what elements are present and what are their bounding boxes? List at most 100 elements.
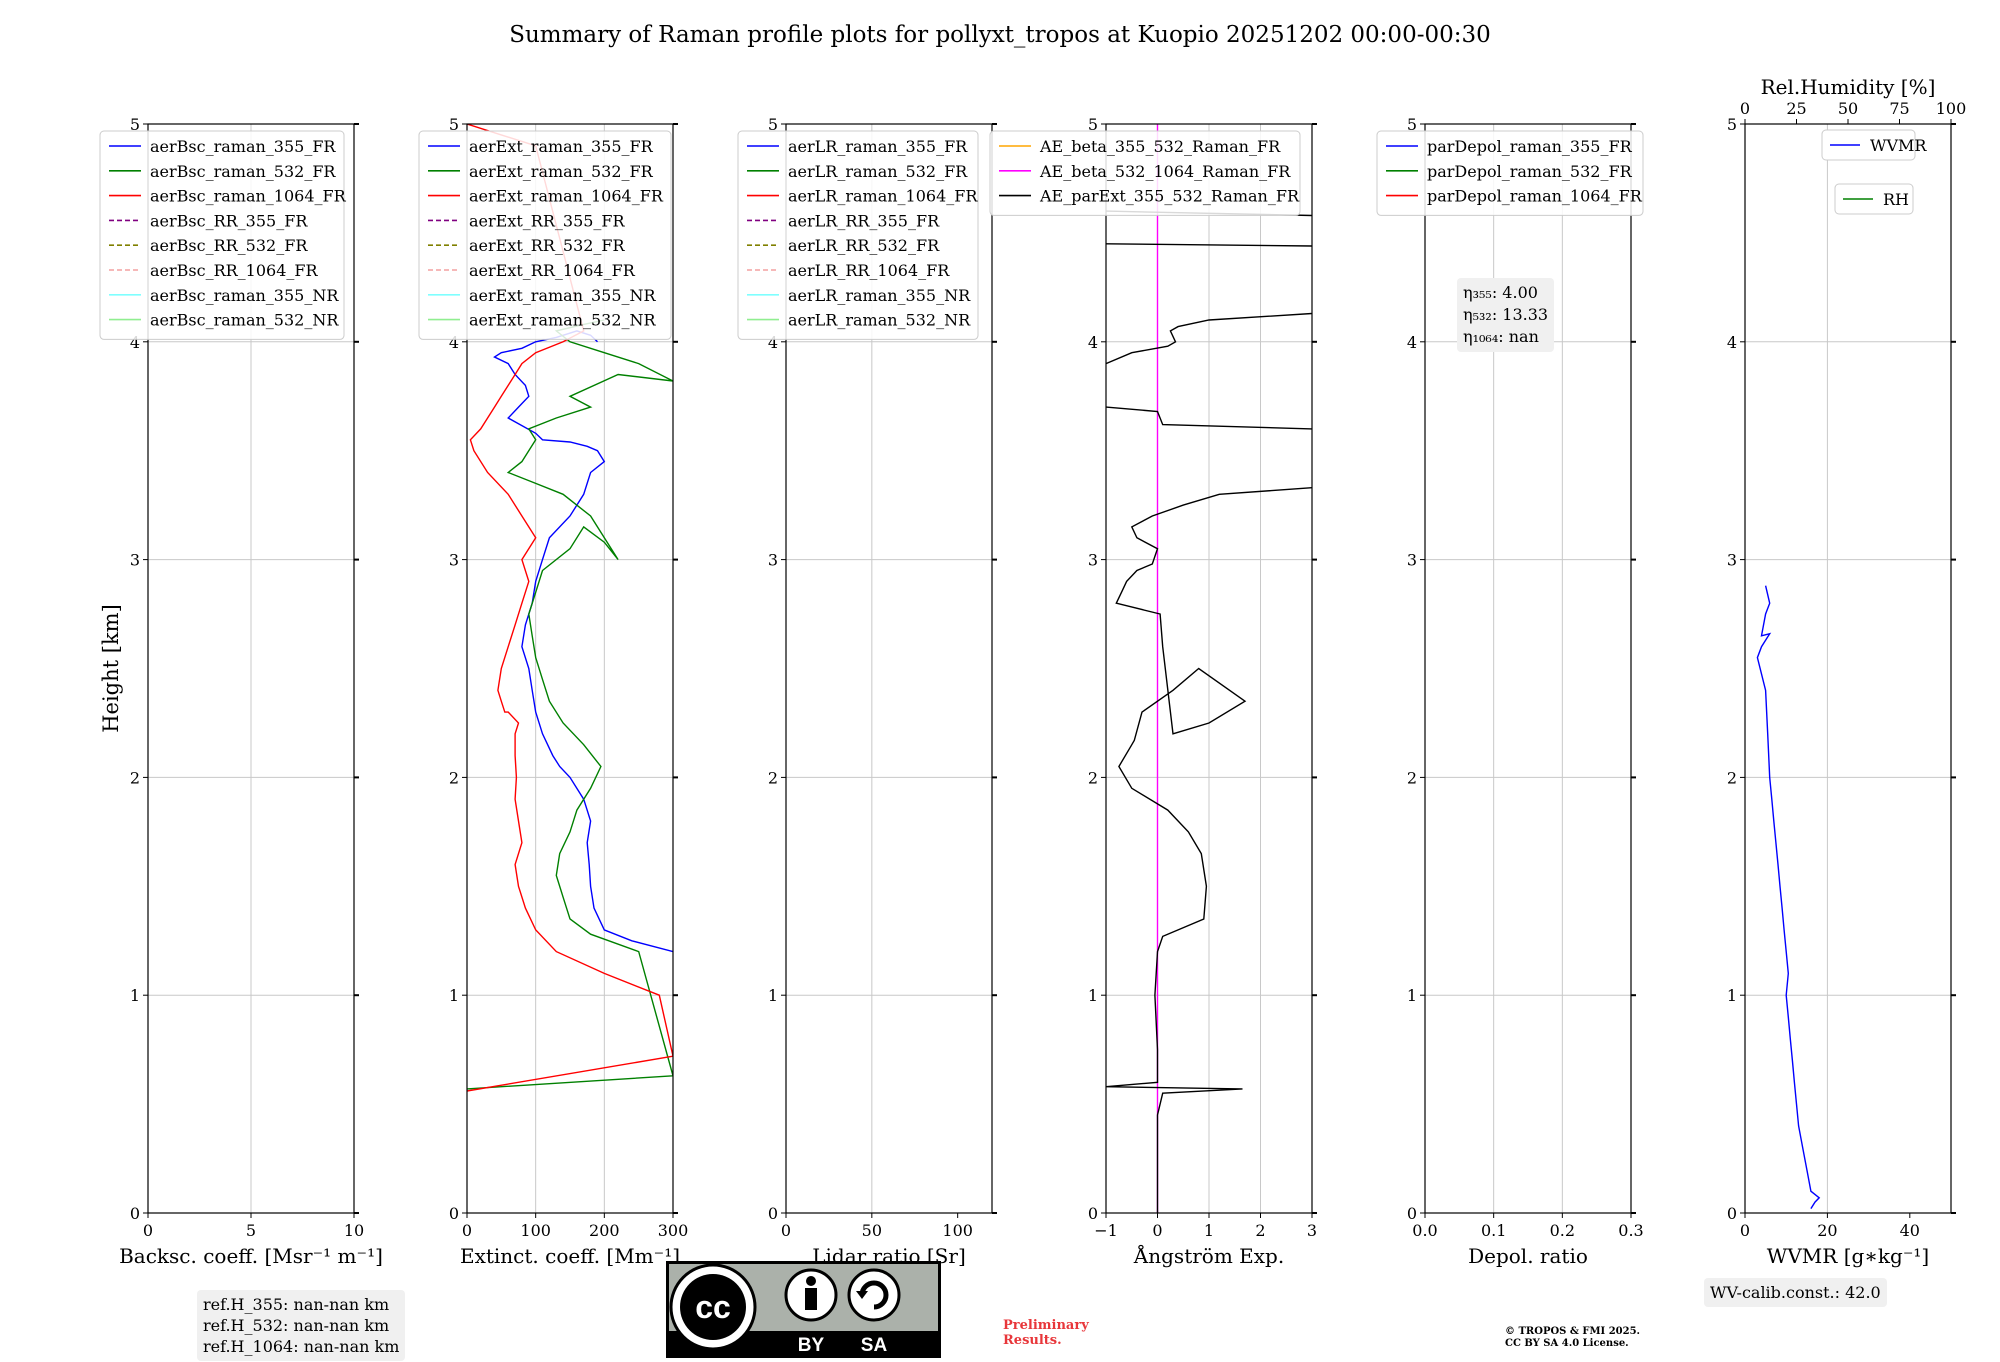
top-x-tick-label: 100 (1936, 99, 1967, 118)
top-x-tick-label: 75 (1889, 99, 1909, 118)
top-x-tick-label: 0 (1740, 99, 1750, 118)
legend-entry: aerLR_raman_532_NR (788, 311, 971, 330)
legend-entry: aerExt_raman_532_NR (469, 311, 657, 330)
series-AE_parExt_355_532_Raman_FR_c (1106, 312, 1312, 365)
axes-frame (1424, 123, 1632, 1214)
y-tick-label: 4 (130, 333, 140, 352)
legend-box (99, 130, 345, 340)
legend-box (737, 130, 979, 340)
legend-entry: aerBsc_RR_1064_FR (150, 261, 319, 280)
cc-by-label: BY (798, 1335, 825, 1356)
x-tick-label: 40 (1900, 1221, 1920, 1240)
y-tick-label: 1 (768, 986, 778, 1005)
legend-entry: aerBsc_RR_355_FR (150, 211, 308, 230)
x-tick-label: 20 (1817, 1221, 1837, 1240)
y-tick-label: 4 (1727, 333, 1737, 352)
panel-bsc: 0 5 10 0 1 2 3 4 5 Backsc. coeff. [Msr⁻¹ m⁻¹] Heig… (99, 115, 383, 1268)
y-tick-label: 1 (1088, 986, 1098, 1005)
x-tick-label: 0 (1152, 1221, 1162, 1240)
legend-entry: aerExt_raman_1064_FR (469, 187, 664, 206)
legend-entry: WVMR (1870, 136, 1927, 155)
top-x-axis-label: Rel.Humidity [%] (1761, 75, 1936, 99)
y-tick-label: 2 (1088, 768, 1098, 787)
legend-entry: aerBsc_raman_355_NR (150, 286, 339, 305)
axes-frame (785, 123, 993, 1214)
y-tick-label: 2 (768, 768, 778, 787)
y-tick-label: 4 (1407, 333, 1417, 352)
legend-entry: aerExt_RR_1064_FR (469, 261, 636, 280)
y-tick-label: 5 (449, 115, 459, 134)
legend-entry: aerBsc_raman_532_NR (150, 311, 339, 330)
copyright-line-1: © TROPOS & FMI 2025. (1505, 1326, 1641, 1337)
y-tick-label: 3 (1407, 551, 1417, 570)
x-tick-label: −1 (1094, 1221, 1118, 1240)
svg-text:cc: cc (695, 1289, 731, 1325)
top-x-tick-label: 25 (1786, 99, 1806, 118)
preliminary-line-2: Results. (1003, 1333, 1062, 1348)
x-axis-label: Depol. ratio (1468, 1244, 1588, 1268)
y-tick-label: 5 (1727, 115, 1737, 134)
legend-entry: aerLR_RR_1064_FR (788, 261, 950, 280)
x-axis-label: Extinct. coeff. [Mm⁻¹] (460, 1244, 680, 1268)
legend-entry: AE_beta_532_1064_Raman_FR (1039, 162, 1291, 181)
ref-height-1064: ref.H_1064: nan-nan km (203, 1337, 400, 1356)
legend-box (989, 130, 1301, 216)
legend-entry: aerLR_RR_355_FR (788, 211, 940, 230)
x-tick-label: 0 (1740, 1221, 1750, 1240)
y-tick-label: 0 (1088, 1204, 1098, 1223)
legend-entry: aerBsc_RR_532_FR (150, 236, 308, 255)
y-tick-label: 3 (1088, 551, 1098, 570)
legend-entry: aerBsc_raman_532_FR (150, 162, 336, 181)
copyright-line-2: CC BY SA 4.0 License. (1505, 1338, 1629, 1349)
top-x-tick-label: 50 (1838, 99, 1858, 118)
legend-entry: aerExt_RR_355_FR (469, 211, 626, 230)
cc-sa-label: SA (861, 1335, 888, 1356)
series-RH (1992, 634, 2000, 898)
y-tick-label: 0 (1727, 1204, 1737, 1223)
ref-height-box: ref.H_355: nan-nan km ref.H_532: nan-nan… (197, 1290, 406, 1361)
y-tick-label: 3 (768, 551, 778, 570)
wv-calib-box: WV-calib.const.: 42.0 (1704, 1278, 1887, 1307)
ref-height-532: ref.H_532: nan-nan km (203, 1316, 390, 1335)
x-tick-label: 2 (1255, 1221, 1265, 1240)
x-tick-label: 3 (1307, 1221, 1317, 1240)
legend-entry: AE_parExt_355_532_Raman_FR (1039, 187, 1300, 206)
y-tick-label: 1 (130, 986, 140, 1005)
x-tick-label: 0.2 (1550, 1221, 1575, 1240)
copyright-note: © TROPOS & FMI 2025. CC BY SA 4.0 Licens… (1505, 1326, 1640, 1350)
y-tick-label: 5 (130, 115, 140, 134)
series-WVMR (1756, 585, 1821, 1209)
y-tick-label: 5 (1407, 115, 1417, 134)
legend-entry: parDepol_raman_532_FR (1427, 162, 1633, 181)
panel-dep: 0.0 0.1 0.2 0.3 0 1 2 3 4 5 Depol. ratio parDepol_r… (1376, 115, 1644, 1268)
y-tick-label: 0 (130, 1204, 140, 1223)
legend-entry: aerLR_raman_355_NR (788, 286, 971, 305)
eta-355: η₃₅₅: 4.00 (1463, 283, 1538, 302)
legend-entry: aerExt_raman_532_FR (469, 162, 654, 181)
eta-1064: η₁₀₆₄: nan (1463, 327, 1539, 346)
y-tick-label: 5 (1088, 115, 1098, 134)
y-tick-label: 1 (1407, 986, 1417, 1005)
series-aerExt_raman_532_FR (467, 319, 673, 1090)
x-tick-label: 0.1 (1481, 1221, 1506, 1240)
legend-entry: aerExt_raman_355_NR (469, 286, 657, 305)
legend-box (1376, 130, 1644, 216)
x-tick-label: 5 (246, 1221, 256, 1240)
legend-entry: aerLR_RR_532_FR (788, 236, 940, 255)
x-tick-label: 300 (658, 1221, 689, 1240)
legend-box (418, 130, 672, 340)
series-AE_parExt_355_532_Raman_FR (1106, 487, 1312, 1213)
x-axis-label: Ångström Exp. (1133, 1243, 1284, 1268)
y-tick-label: 2 (1727, 768, 1737, 787)
x-axis-label: Backsc. coeff. [Msr⁻¹ m⁻¹] (119, 1244, 383, 1268)
x-tick-label: 0.3 (1618, 1221, 1643, 1240)
y-tick-label: 0 (1407, 1204, 1417, 1223)
legend-entry: aerBsc_raman_1064_FR (150, 187, 347, 206)
y-axis-label: Height [km] (99, 604, 123, 733)
y-tick-label: 5 (768, 115, 778, 134)
panel-wv: 0 20 40 0 1 2 3 4 5 WVMR [g∗kg⁻¹] 0 25 50 75 100Rel.Hu… (1727, 75, 2000, 1268)
y-tick-label: 3 (130, 551, 140, 570)
y-tick-label: 4 (768, 333, 778, 352)
preliminary-note: Preliminary Results. (1003, 1318, 1089, 1348)
